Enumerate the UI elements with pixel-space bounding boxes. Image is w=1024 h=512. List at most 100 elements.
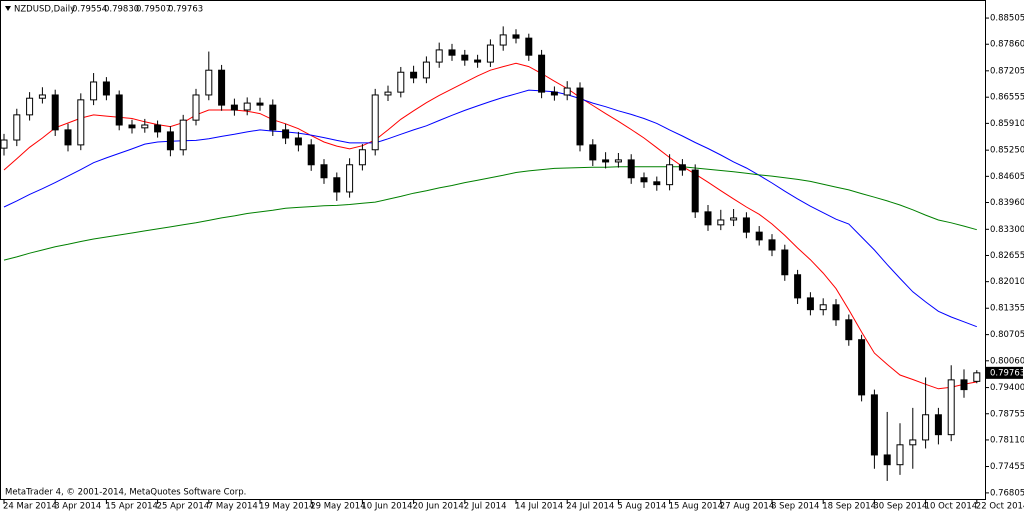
y-tick-label: 0.86555 <box>990 93 1024 103</box>
candle-body <box>128 124 136 129</box>
x-tick-label: 29 May 2014 <box>310 502 365 512</box>
candle-body <box>653 181 661 186</box>
candle-body <box>794 274 802 299</box>
candle-body <box>269 104 277 131</box>
candle-body <box>627 159 635 179</box>
y-tick-label: 0.80060 <box>990 356 1024 366</box>
candle-body <box>870 394 878 456</box>
candle-body <box>832 304 840 321</box>
candle-body <box>512 34 520 39</box>
plot-frame <box>0 0 986 500</box>
candle-body <box>896 444 904 466</box>
candle-body <box>461 54 469 61</box>
x-tick-label: 30 Sep 2014 <box>873 502 927 512</box>
candle-body <box>294 137 302 146</box>
candle-body <box>550 91 558 96</box>
candle-body <box>0 139 8 149</box>
candle-body <box>742 217 750 233</box>
candle-body <box>486 44 494 63</box>
candle-body <box>38 94 46 99</box>
candle-body <box>602 159 610 163</box>
candle-body <box>384 91 392 96</box>
candle-body <box>115 94 123 126</box>
x-tick-label: 10 Jun 2014 <box>361 502 412 512</box>
y-tick-label: 0.85250 <box>990 146 1024 156</box>
x-tick-label: 19 May 2014 <box>259 502 314 512</box>
candle-body <box>192 94 200 121</box>
candle-body <box>538 54 546 93</box>
y-tick-label: 0.85910 <box>990 119 1024 129</box>
candle-body <box>678 164 686 171</box>
candle-body <box>883 454 891 466</box>
candle-body <box>346 164 354 193</box>
candle-body <box>717 219 725 226</box>
x-tick-label: 24 Mar 2014 <box>3 502 57 512</box>
x-tick-label: 22 Oct 2014 <box>976 502 1024 512</box>
candle-body <box>973 372 981 382</box>
candle-body <box>141 124 149 129</box>
menu-icon <box>5 6 11 11</box>
candle-body <box>90 81 98 101</box>
x-tick-label: 15 Apr 2014 <box>105 502 158 512</box>
candle-body <box>755 231 763 241</box>
x-tick-label: 14 Jul 2014 <box>515 502 563 512</box>
candle-body <box>781 249 789 276</box>
candle-body <box>666 164 674 186</box>
y-tick-label: 0.87205 <box>990 66 1024 76</box>
candle-body <box>166 131 174 151</box>
candle-body <box>179 119 187 151</box>
y-tick-label: 0.83960 <box>990 198 1024 208</box>
candle-body <box>819 304 827 311</box>
y-tick-label: 0.82010 <box>990 277 1024 287</box>
candle-body <box>858 339 866 396</box>
candle-body <box>218 69 226 106</box>
y-tick-label: 0.79400 <box>990 383 1024 393</box>
x-tick-label: 15 Aug 2014 <box>669 502 723 512</box>
y-tick-label: 0.78110 <box>990 435 1024 445</box>
quote-open: 0.79554 <box>72 5 107 15</box>
candle-body <box>525 37 533 56</box>
candle-body <box>576 87 584 146</box>
candle-body <box>320 164 328 179</box>
x-tick-label: 25 Apr 2014 <box>157 502 210 512</box>
footer: MetaTrader 4, © 2001-2014, MetaQuotes So… <box>5 488 246 498</box>
x-tick-label: 3 Apr 2014 <box>54 502 101 512</box>
candle-body <box>589 144 597 161</box>
candle-body <box>922 414 930 441</box>
x-tick-label: 24 Jul 2014 <box>566 502 614 512</box>
quote-high: 0.79830 <box>104 5 139 15</box>
candle-body <box>909 439 917 446</box>
moving-average <box>3 166 977 261</box>
y-tick-label: 0.82655 <box>990 251 1024 261</box>
moving-average <box>3 62 977 390</box>
y-tick-label: 0.87860 <box>990 40 1024 50</box>
candle-body <box>397 71 405 93</box>
candle-body <box>768 239 776 251</box>
candle-body <box>13 114 21 141</box>
y-tick-label: 0.84605 <box>990 172 1024 182</box>
candle-body <box>563 87 571 96</box>
moving-average <box>3 89 977 328</box>
candle-body <box>333 177 341 193</box>
candle-body <box>806 297 814 311</box>
y-tick-label: 0.88505 <box>990 14 1024 24</box>
x-tick-label: 2 Jul 2014 <box>464 502 507 512</box>
candle-body <box>960 379 968 391</box>
candle-body <box>704 211 712 226</box>
y-tick-label: 0.81355 <box>990 304 1024 314</box>
quote-low: 0.79507 <box>136 5 171 15</box>
quote-close: 0.79763 <box>168 5 203 15</box>
candle-body <box>77 99 85 146</box>
candle-body <box>422 61 430 79</box>
candle-body <box>435 49 443 63</box>
x-tick-label: 18 Sep 2014 <box>822 502 876 512</box>
price-marker-label: 0.79763 <box>990 368 1024 378</box>
x-tick-label: 20 Jun 2014 <box>413 502 464 512</box>
candle-body <box>282 129 290 139</box>
candle-body <box>230 104 238 111</box>
candle-body <box>730 217 738 221</box>
y-tick-label: 0.77455 <box>990 462 1024 472</box>
candle-body <box>845 319 853 341</box>
y-tick-label: 0.80705 <box>990 330 1024 340</box>
